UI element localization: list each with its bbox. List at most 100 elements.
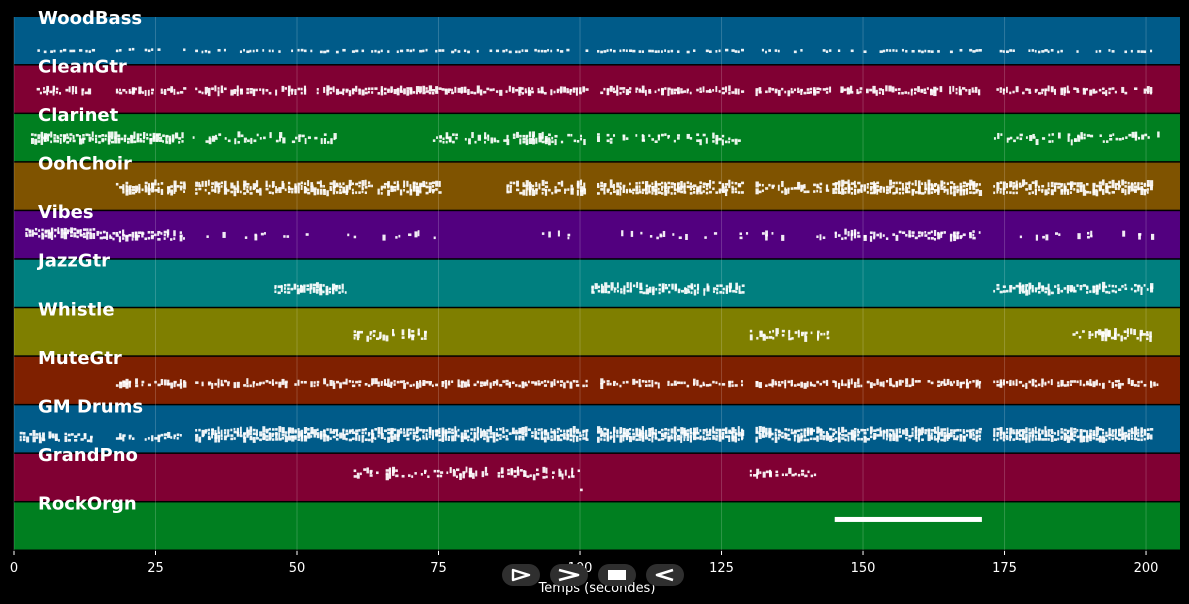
note (1063, 438, 1067, 441)
note (788, 467, 792, 474)
note (840, 86, 844, 93)
note (451, 431, 455, 435)
note (933, 435, 936, 439)
note (813, 437, 817, 441)
note-segment (96, 229, 185, 243)
note (141, 231, 144, 238)
note (468, 474, 472, 478)
note (715, 381, 718, 384)
note (115, 182, 119, 186)
note (797, 181, 801, 188)
note (709, 88, 711, 92)
note (395, 469, 398, 472)
note (62, 139, 66, 143)
note (712, 140, 715, 143)
note (693, 187, 696, 191)
note (667, 186, 671, 189)
note (223, 437, 227, 441)
note (128, 185, 132, 188)
note (1090, 230, 1093, 237)
note (380, 89, 384, 96)
note (648, 438, 651, 441)
note (721, 431, 725, 435)
note (731, 380, 734, 384)
note (1110, 336, 1115, 340)
note (1130, 183, 1134, 190)
note (499, 89, 503, 96)
note (1088, 333, 1092, 337)
note (654, 140, 658, 143)
note (705, 137, 708, 144)
note (162, 140, 164, 143)
note (1034, 431, 1038, 434)
note (969, 191, 972, 194)
note (734, 88, 738, 95)
rewind-button[interactable] (646, 564, 684, 586)
note (793, 435, 796, 442)
note (687, 285, 691, 288)
note (473, 428, 476, 431)
note (249, 432, 252, 436)
note (548, 188, 551, 192)
note (819, 429, 823, 436)
note (721, 134, 725, 138)
note (1118, 382, 1122, 389)
note (1102, 140, 1105, 143)
note (561, 473, 564, 480)
note (136, 137, 139, 141)
note (1114, 182, 1119, 186)
note (1050, 291, 1054, 295)
note (940, 231, 943, 238)
note (892, 49, 895, 52)
note (115, 384, 119, 387)
note (483, 429, 486, 432)
note (648, 384, 651, 387)
note (680, 435, 683, 438)
note (211, 429, 214, 436)
note (728, 436, 731, 443)
note (731, 91, 735, 94)
note (1098, 184, 1102, 191)
note (307, 180, 310, 187)
note (1146, 184, 1150, 187)
note (1104, 335, 1108, 342)
note (457, 50, 461, 53)
note (606, 380, 610, 383)
note (457, 90, 461, 93)
note (128, 48, 132, 51)
note (476, 380, 480, 384)
note (1108, 91, 1111, 95)
note (255, 180, 259, 187)
note (1025, 427, 1028, 434)
note (659, 234, 663, 238)
note (1060, 437, 1063, 440)
note (1080, 132, 1083, 139)
note (125, 382, 129, 389)
note (195, 49, 199, 53)
note (361, 187, 364, 191)
note (1095, 379, 1098, 386)
note (268, 91, 272, 95)
stop-button[interactable] (598, 564, 636, 586)
note (661, 289, 665, 293)
note (468, 471, 472, 478)
note (364, 179, 367, 186)
note (535, 184, 538, 187)
note (476, 437, 480, 441)
note (622, 435, 625, 442)
note (519, 134, 522, 138)
note (885, 85, 888, 92)
note (1153, 383, 1156, 387)
note (387, 50, 390, 53)
note (819, 434, 823, 437)
note (361, 436, 364, 443)
note (396, 184, 400, 191)
note (1044, 49, 1048, 52)
note (622, 381, 625, 384)
play-button[interactable] (502, 564, 540, 586)
note (1140, 50, 1144, 53)
note (500, 471, 504, 474)
fast-forward-button[interactable] (550, 564, 588, 586)
note (850, 378, 853, 385)
note (220, 437, 223, 440)
